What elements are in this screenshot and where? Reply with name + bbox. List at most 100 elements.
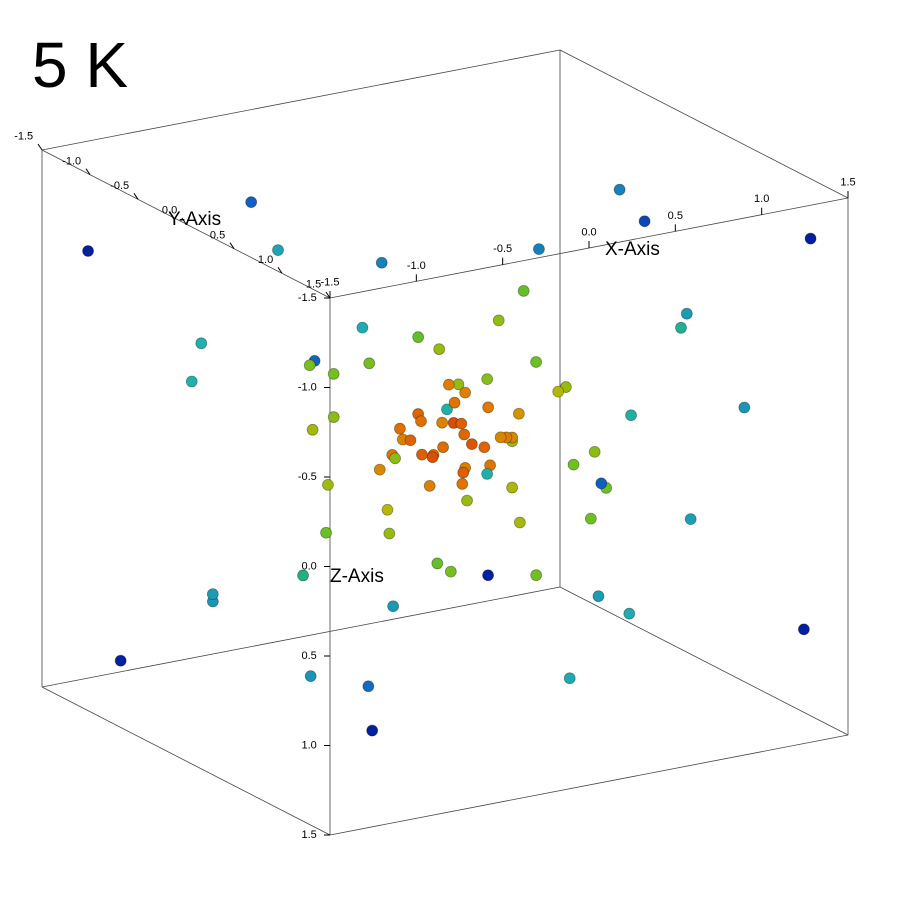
data-point (797, 623, 810, 636)
data-point (625, 409, 637, 422)
data-point (322, 478, 334, 491)
z-axis-label: Z-Axis (330, 566, 384, 587)
data-point (680, 307, 693, 320)
y-tick-label: -1.5 (14, 131, 33, 143)
data-point (494, 431, 507, 444)
data-point (426, 451, 439, 464)
data-point (492, 314, 505, 327)
data-point (441, 403, 453, 416)
data-point (482, 401, 495, 414)
data-point (415, 415, 427, 428)
cube-edge (559, 586, 849, 736)
data-point (517, 284, 530, 297)
data-point (595, 477, 608, 490)
data-point (375, 256, 388, 269)
data-point (206, 588, 219, 601)
z-tick-label: -1.0 (298, 381, 317, 393)
x-tick-label: -0.5 (493, 243, 512, 255)
data-point (530, 569, 543, 582)
y-tick-label: -0.5 (110, 180, 129, 192)
data-point (363, 357, 376, 370)
x-tick-label: -1.5 (321, 277, 340, 289)
z-tick-label: -1.5 (298, 292, 317, 304)
data-point (506, 481, 519, 494)
data-point (437, 441, 449, 454)
data-point (584, 512, 597, 525)
data-point (455, 417, 468, 430)
data-point (738, 401, 751, 414)
z-tick-label: 0.0 (302, 560, 317, 572)
data-point (389, 452, 401, 465)
data-point (272, 244, 284, 257)
data-point (114, 654, 127, 667)
data-point (327, 367, 340, 380)
data-point (638, 215, 651, 228)
data-point (592, 590, 605, 603)
data-point (588, 445, 601, 458)
data-point (373, 463, 386, 476)
z-tick-label: 1.0 (302, 739, 317, 751)
z-tick-label: -0.5 (298, 471, 317, 483)
x-tick-label: 1.5 (840, 177, 855, 189)
data-point (461, 494, 473, 507)
data-point (245, 196, 258, 209)
y-tick-label: 0.5 (210, 229, 225, 241)
cube-edge (41, 686, 331, 836)
data-point (567, 458, 580, 471)
data-point (456, 478, 469, 490)
data-point (465, 438, 478, 451)
tick-mark (85, 168, 91, 175)
data-point (404, 434, 417, 447)
data-point (613, 183, 626, 196)
y-tick-label: 0.0 (162, 205, 177, 217)
data-point (563, 672, 576, 685)
z-tick-label: 1.5 (302, 829, 317, 841)
data-point (675, 321, 687, 334)
data-point (623, 607, 636, 620)
cube-edge (41, 586, 561, 688)
data-point (444, 565, 457, 578)
y-tick-label: -1.0 (62, 155, 81, 167)
data-point (684, 513, 697, 525)
y-axis-label: Y-Axis (168, 209, 221, 230)
y-tick-label: 1.0 (258, 254, 273, 266)
cube-edge (329, 734, 849, 836)
data-point (512, 407, 525, 420)
tick-mark (229, 242, 235, 249)
data-point (436, 416, 449, 429)
tick-mark (181, 217, 187, 225)
data-point (804, 232, 817, 245)
data-point (481, 467, 494, 480)
data-point (185, 375, 198, 388)
y-tick-label: 1.5 (306, 279, 321, 291)
data-point (552, 385, 565, 398)
tick-mark (325, 291, 331, 299)
data-point (459, 386, 472, 399)
data-point (448, 396, 461, 409)
data-point (303, 359, 316, 372)
data-point (393, 422, 406, 435)
data-point (481, 373, 494, 386)
data-point (457, 466, 470, 479)
data-point (366, 724, 379, 737)
data-point (423, 479, 436, 492)
tick-mark (133, 193, 139, 200)
data-point (381, 503, 394, 516)
data-point (530, 356, 542, 368)
tick-mark (37, 143, 43, 151)
data-point (383, 527, 396, 540)
x-tick-label: -1.0 (407, 260, 426, 272)
data-point (478, 441, 491, 454)
data-point (195, 337, 208, 350)
data-point (431, 557, 444, 570)
data-point (356, 321, 369, 334)
x-tick-label: 0.5 (668, 210, 683, 222)
data-point (513, 516, 526, 529)
data-point (297, 569, 309, 582)
data-point (416, 448, 428, 461)
data-point (412, 331, 425, 344)
chart-title: 5 K (32, 29, 128, 101)
data-point (82, 245, 94, 257)
data-point (442, 378, 455, 391)
